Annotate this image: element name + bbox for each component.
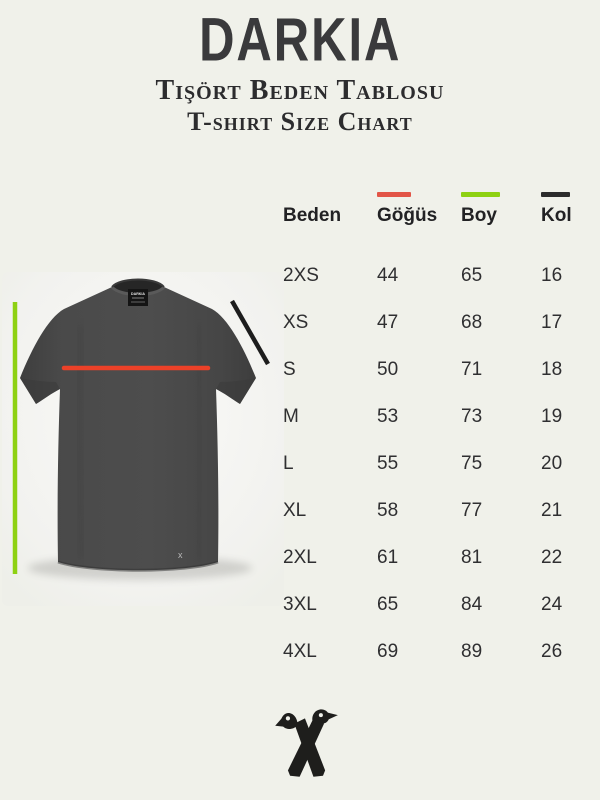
chest-cell: 61 bbox=[377, 546, 399, 568]
sleeve-cell: 18 bbox=[541, 358, 563, 380]
table-row: 2XS 44 65 16 bbox=[283, 252, 583, 299]
chest-cell: 47 bbox=[377, 311, 399, 333]
sleeve-cell: 17 bbox=[541, 311, 563, 333]
length-cell: 77 bbox=[461, 499, 483, 521]
length-cell: 89 bbox=[461, 640, 483, 662]
column-header-size: Beden bbox=[283, 205, 342, 226]
table-row: XS 47 68 17 bbox=[283, 299, 583, 346]
subtitle-english: T-shirt Size Chart bbox=[187, 107, 413, 136]
size-cell: 4XL bbox=[283, 640, 317, 662]
sleeve-color-bar bbox=[541, 192, 570, 197]
chest-cell: 69 bbox=[377, 640, 399, 662]
sleeve-cell: 21 bbox=[541, 499, 563, 521]
size-cell: XS bbox=[283, 311, 309, 333]
chest-cell: 55 bbox=[377, 452, 399, 474]
chest-cell: 65 bbox=[377, 593, 399, 615]
chest-cell: 58 bbox=[377, 499, 399, 521]
length-cell: 71 bbox=[461, 358, 483, 380]
length-color-bar bbox=[461, 192, 500, 197]
size-cell: XL bbox=[283, 499, 307, 521]
column-header-chest: Göğüs bbox=[377, 205, 438, 226]
sleeve-cell: 19 bbox=[541, 405, 563, 427]
length-cell: 84 bbox=[461, 593, 483, 615]
size-table: Beden Göğüs Boy Kol 2XS 44 65 16 XS 47 6… bbox=[283, 192, 583, 675]
length-cell: 68 bbox=[461, 311, 483, 333]
sleeve-measure-line bbox=[230, 299, 270, 366]
sleeve-cell: 24 bbox=[541, 593, 563, 615]
collar: DARKIA bbox=[110, 278, 166, 306]
sleeve-cell: 20 bbox=[541, 452, 563, 474]
legend-bars-row bbox=[283, 192, 583, 205]
length-cell: 65 bbox=[461, 264, 483, 286]
chest-cell: 44 bbox=[377, 264, 399, 286]
column-header-length: Boy bbox=[461, 205, 497, 226]
sleeve-cell: 16 bbox=[541, 264, 563, 286]
table-row: 4XL 69 89 26 bbox=[283, 628, 583, 675]
sleeve-cell: 26 bbox=[541, 640, 563, 662]
size-cell: S bbox=[283, 358, 296, 380]
size-cell: 2XL bbox=[283, 546, 317, 568]
collar-label-text: DARKIA bbox=[131, 292, 145, 296]
size-cell: 3XL bbox=[283, 593, 317, 615]
hem-logo: x bbox=[178, 550, 183, 560]
subtitle-turkish: Tişört Beden Tablosu bbox=[155, 75, 445, 106]
length-cell: 73 bbox=[461, 405, 483, 427]
chest-color-bar bbox=[377, 192, 411, 197]
table-row: 2XL 61 81 22 bbox=[283, 534, 583, 581]
size-cell: 2XS bbox=[283, 264, 319, 286]
darkia-x-mark-icon bbox=[275, 709, 338, 777]
table-row: XL 58 77 21 bbox=[283, 487, 583, 534]
table-row: 3XL 65 84 24 bbox=[283, 581, 583, 628]
table-row: S 50 71 18 bbox=[283, 346, 583, 393]
footer-brand-logo bbox=[272, 704, 340, 790]
length-cell: 75 bbox=[461, 452, 483, 474]
tshirt-figure: DARKIA x bbox=[0, 266, 286, 616]
size-cell: L bbox=[283, 452, 294, 474]
chest-cell: 53 bbox=[377, 405, 399, 427]
column-header-sleeve: Kol bbox=[541, 205, 572, 226]
table-header-row: Beden Göğüs Boy Kol bbox=[283, 205, 583, 236]
brand-wordmark: DARKIA bbox=[198, 5, 402, 74]
tshirt-illustration: DARKIA x bbox=[2, 272, 284, 606]
chest-cell: 50 bbox=[377, 358, 399, 380]
sleeve-cell: 22 bbox=[541, 546, 563, 568]
length-cell: 81 bbox=[461, 546, 483, 568]
header: DARKIA Tişört Beden Tablosu T-shirt Size… bbox=[0, 0, 600, 136]
size-cell: M bbox=[283, 405, 299, 427]
table-row: M 53 73 19 bbox=[283, 393, 583, 440]
tshirt-body bbox=[20, 287, 256, 572]
table-row: L 55 75 20 bbox=[283, 440, 583, 487]
